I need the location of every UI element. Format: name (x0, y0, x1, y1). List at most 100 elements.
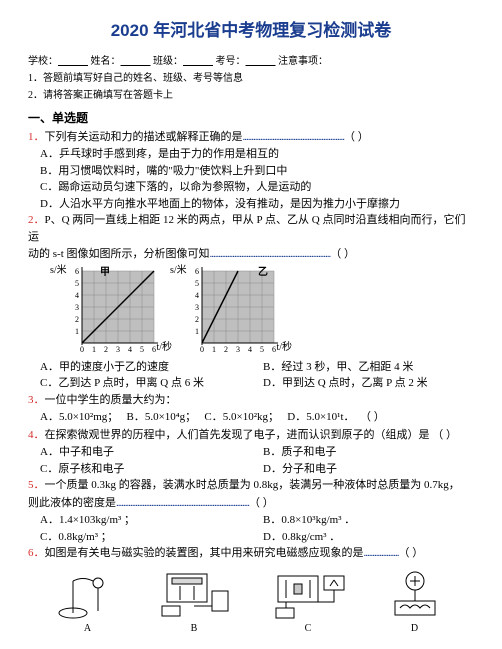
apparatus-b-icon (152, 566, 237, 621)
svg-text:3: 3 (75, 303, 79, 312)
q2-stemB: 动的 s-t 图像如图所示，分析图像可知 (28, 248, 210, 260)
question-2: 2．P、Q 两同一直线上相距 12 米的两点，甲从 P 点、乙从 Q 点同时沿直… (28, 212, 474, 245)
svg-text:6: 6 (195, 267, 199, 276)
svg-text:3: 3 (236, 345, 240, 354)
question-1: 1．下列有关运动和力的描述或解释正确的是....................… (28, 129, 474, 146)
svg-text:4: 4 (75, 291, 79, 300)
svg-text:6: 6 (75, 267, 79, 276)
svg-text:5: 5 (260, 345, 264, 354)
svg-text:2: 2 (224, 345, 228, 354)
lbl-name: 姓名： (91, 56, 121, 67)
svg-text:4: 4 (248, 345, 252, 354)
svg-text:1: 1 (92, 345, 96, 354)
svg-text:3: 3 (195, 303, 199, 312)
exam-title: 2020 年河北省中考物理复习检测试卷 (28, 18, 474, 44)
question-4: 4．在探索微观世界的历程中，人们首先发现了电子，进而认识到原子的（组成）是 （ … (28, 427, 474, 444)
q4-stem: 在探索微观世界的历程中，人们首先发现了电子，进而认识到原子的（组成）是 (45, 429, 430, 441)
q6-stem: 如图是有关电与磁实验的装置图，其中用来研究电磁感应现象的是 (45, 547, 364, 559)
q6-labelA: A (53, 621, 123, 636)
svg-text:4: 4 (128, 345, 132, 354)
q3-optB: B．5.0×10⁴g； (127, 411, 197, 423)
chartA-cap: 甲 (100, 265, 110, 280)
q6-labelD: D (380, 621, 450, 636)
q5-dots: ........................................… (116, 497, 249, 509)
question-5: 5．一个质量 0.3kg 的容器，装满水时总质量为 0.8kg，装满另一种液体时… (28, 477, 474, 494)
q5-num: 5． (28, 479, 45, 491)
q2-paren: （ ） (330, 248, 355, 260)
svg-text:2: 2 (104, 345, 108, 354)
q2-stemA: P、Q 两同一直线上相距 12 米的两点，甲从 P 点、乙从 Q 点同时沿直线相… (28, 214, 465, 243)
q1-num: 1． (28, 131, 45, 143)
lbl-class: 班级： (153, 56, 183, 67)
q6-imgB: B (152, 566, 237, 636)
svg-text:0: 0 (80, 345, 84, 354)
q2-line2: 动的 s-t 图像如图所示，分析图像可知....................… (28, 246, 474, 263)
q6-paren: （ ） (399, 547, 424, 559)
chartA-xlabel: t/秒 (156, 340, 172, 355)
q1-paren: （ ） (344, 131, 369, 143)
q6-imgD: D (380, 566, 450, 636)
svg-text:4: 4 (195, 291, 199, 300)
svg-text:5: 5 (195, 279, 199, 288)
q4-paren: （ ） (432, 429, 457, 441)
q2-optD: D．甲到达 Q 点时，乙离 P 点 2 米 (251, 375, 474, 392)
q3-optA: A．5.0×10²mg； (28, 411, 118, 423)
q3-num: 3． (28, 394, 45, 406)
svg-text:1: 1 (75, 327, 79, 336)
notice-2: 2．请将答案正确填写在答题卡上 (28, 88, 474, 103)
q5-stemA: 一个质量 0.3kg 的容器，装满水时总质量为 0.8kg，装满另一种液体时总质… (45, 479, 460, 491)
chartB-ylabel: s/米 (170, 263, 187, 278)
q4-optA: A．中子和电子 (28, 444, 251, 461)
q5-line2: 则此液体的密度是................................… (28, 495, 474, 512)
blank-name (121, 56, 151, 67)
lbl-notice: 注意事项： (278, 56, 328, 67)
svg-text:1: 1 (212, 345, 216, 354)
chart-yi: s/米 乙 0112233445566 t/秒 (188, 267, 278, 355)
q4-optC: C．原子核和电子 (28, 461, 251, 478)
svg-text:2: 2 (75, 315, 79, 324)
chart-jia: s/米 甲 0112233445566 t/秒 (68, 267, 158, 355)
apparatus-c-icon (266, 566, 351, 621)
q3-optD: D．5.0×10¹t． (287, 411, 354, 423)
q1-stem: 下列有关运动和力的描述或解释正确的是 (45, 131, 243, 143)
q5-optB: B．0.8×10³kg/m³ ． (251, 512, 474, 529)
svg-text:3: 3 (116, 345, 120, 354)
chartA-svg: 0112233445566 (68, 267, 158, 355)
q5-optA: A．1.4×103kg/m³ ； (28, 512, 251, 529)
question-6: 6．如图是有关电与磁实验的装置图，其中用来研究电磁感应现象的是.........… (28, 545, 474, 562)
q4-num: 4． (28, 429, 45, 441)
q3-paren: （ ） (360, 411, 385, 423)
section-heading: 一、单选题 (28, 109, 474, 127)
notice-1: 1．答题前填写好自己的姓名、班级、考号等信息 (28, 71, 474, 86)
q6-labelC: C (266, 621, 351, 636)
apparatus-a-icon (53, 571, 123, 621)
q6-images: A B (28, 566, 474, 636)
svg-text:2: 2 (195, 315, 199, 324)
header-fields: 学校： 姓名： 班级： 考号： 注意事项： (28, 54, 474, 69)
q6-num: 6． (28, 547, 45, 559)
svg-text:1: 1 (195, 327, 199, 336)
q2-optB: B．经过 3 秒，甲、乙相距 4 米 (251, 359, 474, 376)
lbl-id: 考号： (216, 56, 246, 67)
blank-school (58, 56, 88, 67)
q5-stemB: 则此液体的密度是 (28, 497, 116, 509)
q1-dots: ........................................… (243, 131, 345, 143)
svg-text:5: 5 (140, 345, 144, 354)
svg-text:6: 6 (272, 345, 276, 354)
q2-optC: C．乙到达 P 点时，甲离 Q 点 6 米 (28, 375, 251, 392)
q1-optB: B．用习惯喝饮料时，嘴的"吸力"使饮料上升到口中 (28, 163, 474, 180)
question-3: 3．一位中学生的质量大约为： (28, 392, 474, 409)
q2-charts: s/米 甲 0112233445566 t/秒 s/米 乙 0112233445… (28, 267, 474, 355)
q2-num: 2． (28, 214, 45, 226)
q4-optD: D．分子和电子 (251, 461, 474, 478)
q6-imgC: C (266, 566, 351, 636)
q4-optB: B．质子和电子 (251, 444, 474, 461)
q6-labelB: B (152, 621, 237, 636)
q3-optC: C．5.0×10²kg； (204, 411, 279, 423)
q1-optD: D．人沿水平方向推水平地面上的物体，没有推动，是因为推力小于摩擦力 (28, 196, 474, 213)
q5-paren: （ ） (249, 497, 274, 509)
q3-stem: 一位中学生的质量大约为： (45, 394, 177, 406)
apparatus-d-icon (380, 566, 450, 621)
q6-dots: .................... (364, 547, 399, 559)
lbl-school: 学校： (28, 56, 58, 67)
